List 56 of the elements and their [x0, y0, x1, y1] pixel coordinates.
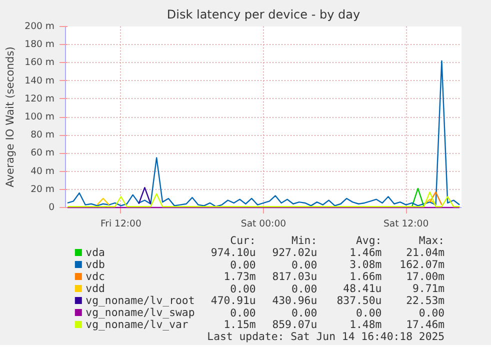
legend-label: vdd: [86, 282, 105, 295]
text: 1.15m: [224, 318, 256, 331]
legend-label: vg_noname/lv_var: [86, 318, 189, 331]
text: Avg:: [356, 234, 382, 247]
y-axis-title: Average IO Wait (seconds): [4, 46, 17, 188]
legend-label: vdb: [86, 258, 105, 271]
text: 17.00m: [406, 270, 445, 283]
text: 859.07u: [272, 318, 318, 331]
text: 17.46m: [406, 318, 445, 331]
text: 48.41u: [343, 282, 382, 295]
legend-label: vg_noname/lv_root: [86, 294, 195, 307]
y-tick-label: 200 m: [24, 21, 55, 32]
text: 1.46m: [350, 246, 382, 259]
text: 430.96u: [272, 294, 318, 307]
y-tick-label: 140 m: [24, 75, 55, 86]
text: Max:: [418, 234, 445, 247]
text: 22.53m: [406, 294, 445, 307]
text: Min:: [291, 234, 318, 247]
text: Cur:: [230, 234, 256, 247]
x-tick-label: Sat 12:00: [383, 218, 429, 230]
text: 927.02u: [272, 246, 318, 259]
text: 1.66m: [350, 270, 382, 283]
legend-label: vg_noname/lv_swap: [86, 306, 195, 319]
text: Last update: Sat Jun 14 16:40:18 2025: [207, 330, 445, 343]
y-tick-label: 0: [48, 202, 55, 213]
text: 0.00: [230, 306, 256, 320]
text: 0.00: [291, 306, 318, 320]
text: 470.91u: [210, 294, 256, 307]
text: 837.50u: [336, 294, 382, 307]
text: 0.00: [230, 282, 256, 296]
text: 0.00: [418, 306, 445, 320]
text: 0.00: [356, 306, 382, 320]
y-tick-label: 160 m: [24, 57, 55, 68]
y-tick-label: 60 m: [30, 148, 54, 159]
text: 162.07m: [400, 258, 445, 271]
legend-label: vdc: [86, 270, 105, 283]
y-tick-label: 20 m: [30, 184, 54, 195]
x-tick-label: Fri 12:00: [100, 218, 142, 230]
y-tick-label: 180 m: [24, 39, 55, 50]
text: 3.08m: [350, 258, 382, 271]
y-tick-label: 100 m: [24, 112, 55, 122]
legend-label: vda: [86, 246, 105, 259]
text: 21.04m: [406, 246, 445, 259]
text: 974.10u: [210, 246, 256, 259]
x-tick-label: Sat 00:00: [240, 218, 286, 230]
y-tick-label: 120 m: [24, 93, 55, 104]
text: 817.03u: [272, 270, 318, 283]
text: 1.73m: [224, 270, 256, 283]
chart-title: Disk latency per device - by day: [166, 8, 360, 22]
text: 0.00: [291, 258, 318, 272]
text: 0.00: [230, 258, 256, 272]
text: 1.48m: [350, 318, 382, 331]
text: 9.71m: [412, 282, 445, 295]
text: 0.00: [291, 282, 318, 296]
y-tick-label: 40 m: [30, 166, 54, 177]
y-tick-label: 80 m: [30, 130, 54, 141]
